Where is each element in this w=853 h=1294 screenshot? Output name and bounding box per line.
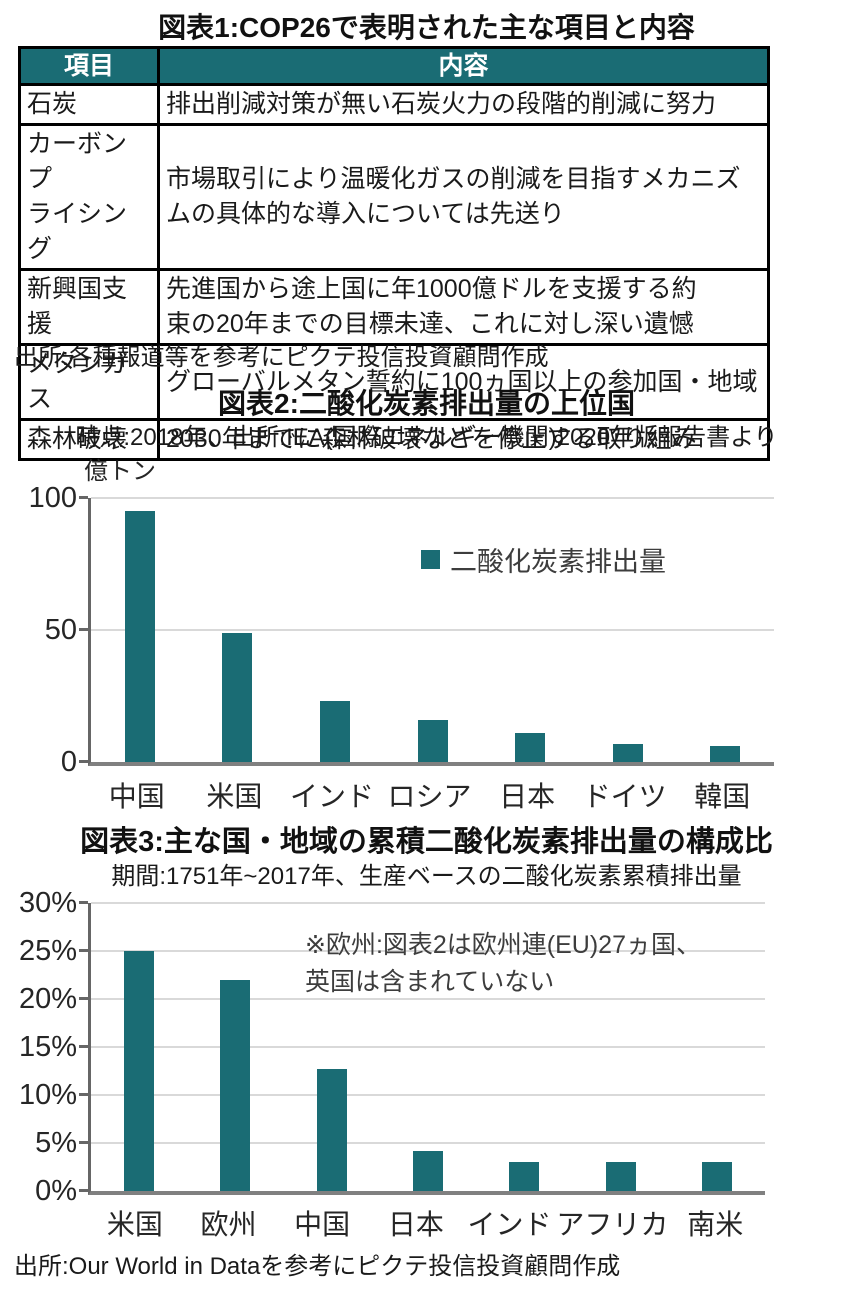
fig2-unit-label: 億トン xyxy=(84,458,156,485)
fig3-annotation: ※欧州:図表2は欧州連(EU)27ヵ国、 英国は含まれていない xyxy=(305,927,701,1001)
fig1-source: 出所:各種報道等を参考にピクテ投信投資顧問作成 xyxy=(14,344,549,371)
legend-label: 二酸化炭素排出量 xyxy=(450,547,666,577)
fig2-title: 図表2:二酸化炭素排出量の上位国 xyxy=(218,388,635,419)
legend-swatch-icon xyxy=(421,550,440,569)
x-category-label: インド xyxy=(289,781,374,812)
gridline xyxy=(91,629,774,631)
y-tick-mark xyxy=(79,1093,88,1096)
table-cell-item: カーボンプ ライシング xyxy=(18,123,160,271)
y-tick-label: 0% xyxy=(35,1175,77,1207)
x-category-label: 米国 xyxy=(106,1209,163,1240)
bar xyxy=(124,951,155,1191)
y-tick-label: 15% xyxy=(18,1031,77,1063)
fig3-title: 図表3:主な国・地域の累積二酸化炭素排出量の構成比 xyxy=(80,826,773,858)
gridline xyxy=(91,497,774,499)
fig3-subtitle: 期間:1751年~2017年、生産ベースの二酸化炭素累積排出量 xyxy=(111,863,742,890)
table-cell-content: 排出削減対策が無い石炭火力の段階的削減に努力 xyxy=(157,83,770,126)
fig1-title: 図表1:COP26で表明された主な項目と内容 xyxy=(158,12,695,43)
y-tick-mark xyxy=(79,496,88,499)
fig3-x-axis-labels: 米国 欧州 中国 日本 インド アフリカ 南米 xyxy=(88,1203,762,1243)
table-row: カーボンプ ライシング 市場取引により温暖化ガスの削減を目指すメカニズ ムの具体… xyxy=(18,123,770,271)
fig3-plot-area: ※欧州:図表2は欧州連(EU)27ヵ国、 英国は含まれていない 0% 5% 10% 1… xyxy=(19,888,765,1206)
x-category-label: ドイツ xyxy=(582,781,667,812)
table-cell-item: 森林破壊 xyxy=(18,418,160,461)
gridline xyxy=(91,1046,765,1048)
bar xyxy=(417,719,448,762)
x-category-label: アフリカ xyxy=(556,1209,669,1240)
table-row: 石炭 排出削減対策が無い石炭火力の段階的削減に努力 xyxy=(18,83,770,126)
bar xyxy=(515,732,546,762)
bar xyxy=(605,1162,636,1191)
table-cell-item: メタンガス xyxy=(18,343,160,421)
bar xyxy=(413,1150,443,1191)
x-category-label: 日本 xyxy=(387,1209,444,1240)
table-cell-item: 石炭 xyxy=(18,83,160,126)
annotation-line: 英国は含まれていない xyxy=(305,968,555,996)
fig2-legend: 二酸化炭素排出量 xyxy=(421,540,666,579)
y-tick-mark xyxy=(79,1141,88,1144)
fig2-plot-area: 二酸化炭素排出量 0 50 100 xyxy=(29,483,774,777)
y-tick-label: 5% xyxy=(35,1127,77,1159)
y-tick-label: 0 xyxy=(60,746,77,778)
table-cell-content: 先進国から途上国に年1000億ドルを支援する約 束の20年までの目標未達、これに… xyxy=(157,268,770,346)
gridline xyxy=(91,902,765,904)
bar xyxy=(316,1069,347,1191)
fig2-x-axis-labels: 中国 米国 インド ロシア 日本 ドイツ 韓国 xyxy=(88,775,771,815)
gridline xyxy=(91,950,765,952)
x-category-label: 欧州 xyxy=(200,1209,257,1240)
x-category-label: 米国 xyxy=(206,781,263,812)
table-header-row: 項目 内容 xyxy=(18,46,770,86)
y-tick-label: 25% xyxy=(18,935,77,967)
table-cell-item: 新興国支 援 xyxy=(18,268,160,346)
x-category-label: 中国 xyxy=(294,1209,351,1240)
x-category-label: ロシア xyxy=(387,781,472,812)
y-tick-label: 50 xyxy=(44,614,77,646)
y-tick-mark xyxy=(79,1189,88,1192)
table-cell-content: 市場取引により温暖化ガスの削減を目指すメカニズ ムの具体的な導入については先送り xyxy=(157,123,770,271)
table-row: メタンガス グローバルメタン誓約に100ヵ国以上の参加国・地域 xyxy=(18,343,770,421)
bar xyxy=(612,743,643,762)
bar xyxy=(710,746,741,762)
y-tick-mark xyxy=(79,949,88,952)
x-category-label: 南米 xyxy=(687,1209,744,1240)
y-tick-label: 10% xyxy=(18,1079,77,1111)
y-tick-mark xyxy=(79,760,88,763)
y-tick-mark xyxy=(79,1045,88,1048)
x-category-label: 韓国 xyxy=(694,781,751,812)
bar xyxy=(222,632,253,762)
bar xyxy=(220,979,251,1191)
y-tick-label: 100 xyxy=(28,482,77,514)
table-header-content: 内容 xyxy=(157,46,770,86)
gridline xyxy=(91,1142,765,1144)
table-row: 新興国支 援 先進国から途上国に年1000億ドルを支援する約 束の20年までの目… xyxy=(18,268,770,346)
x-category-label: 日本 xyxy=(499,781,556,812)
y-tick-label: 20% xyxy=(18,983,77,1015)
y-tick-mark xyxy=(79,997,88,1000)
bar xyxy=(509,1162,540,1191)
y-tick-mark xyxy=(79,901,88,904)
table-cell-content: 2030年までに森林破壊などを停止する取り組み xyxy=(157,418,770,461)
fig2-subtitle: 時点:2018年、出所:IEA(国際エネルギー機関)2020年版報告書より xyxy=(75,424,778,451)
y-tick-mark xyxy=(79,628,88,631)
table-cell-content: グローバルメタン誓約に100ヵ国以上の参加国・地域 xyxy=(157,343,770,421)
cop26-table: 項目 内容 石炭 排出削減対策が無い石炭火力の段階的削減に努力 カーボンプ ライ… xyxy=(18,46,770,461)
x-category-label: インド xyxy=(467,1209,552,1240)
bar xyxy=(701,1162,732,1191)
x-category-label: 中国 xyxy=(108,781,165,812)
annotation-line: ※欧州:図表2は欧州連(EU)27ヵ国、 xyxy=(305,931,701,959)
gridline xyxy=(91,998,765,1000)
gridline xyxy=(91,1094,765,1096)
fig3-source: 出所:Our World in Dataを参考にピクテ投信投資顧問作成 xyxy=(14,1253,621,1280)
bar xyxy=(319,701,350,762)
table-row: 森林破壊 2030年までに森林破壊などを停止する取り組み xyxy=(18,418,770,461)
y-tick-label: 30% xyxy=(18,887,77,919)
table-header-item: 項目 xyxy=(18,46,160,86)
bar xyxy=(124,511,155,762)
